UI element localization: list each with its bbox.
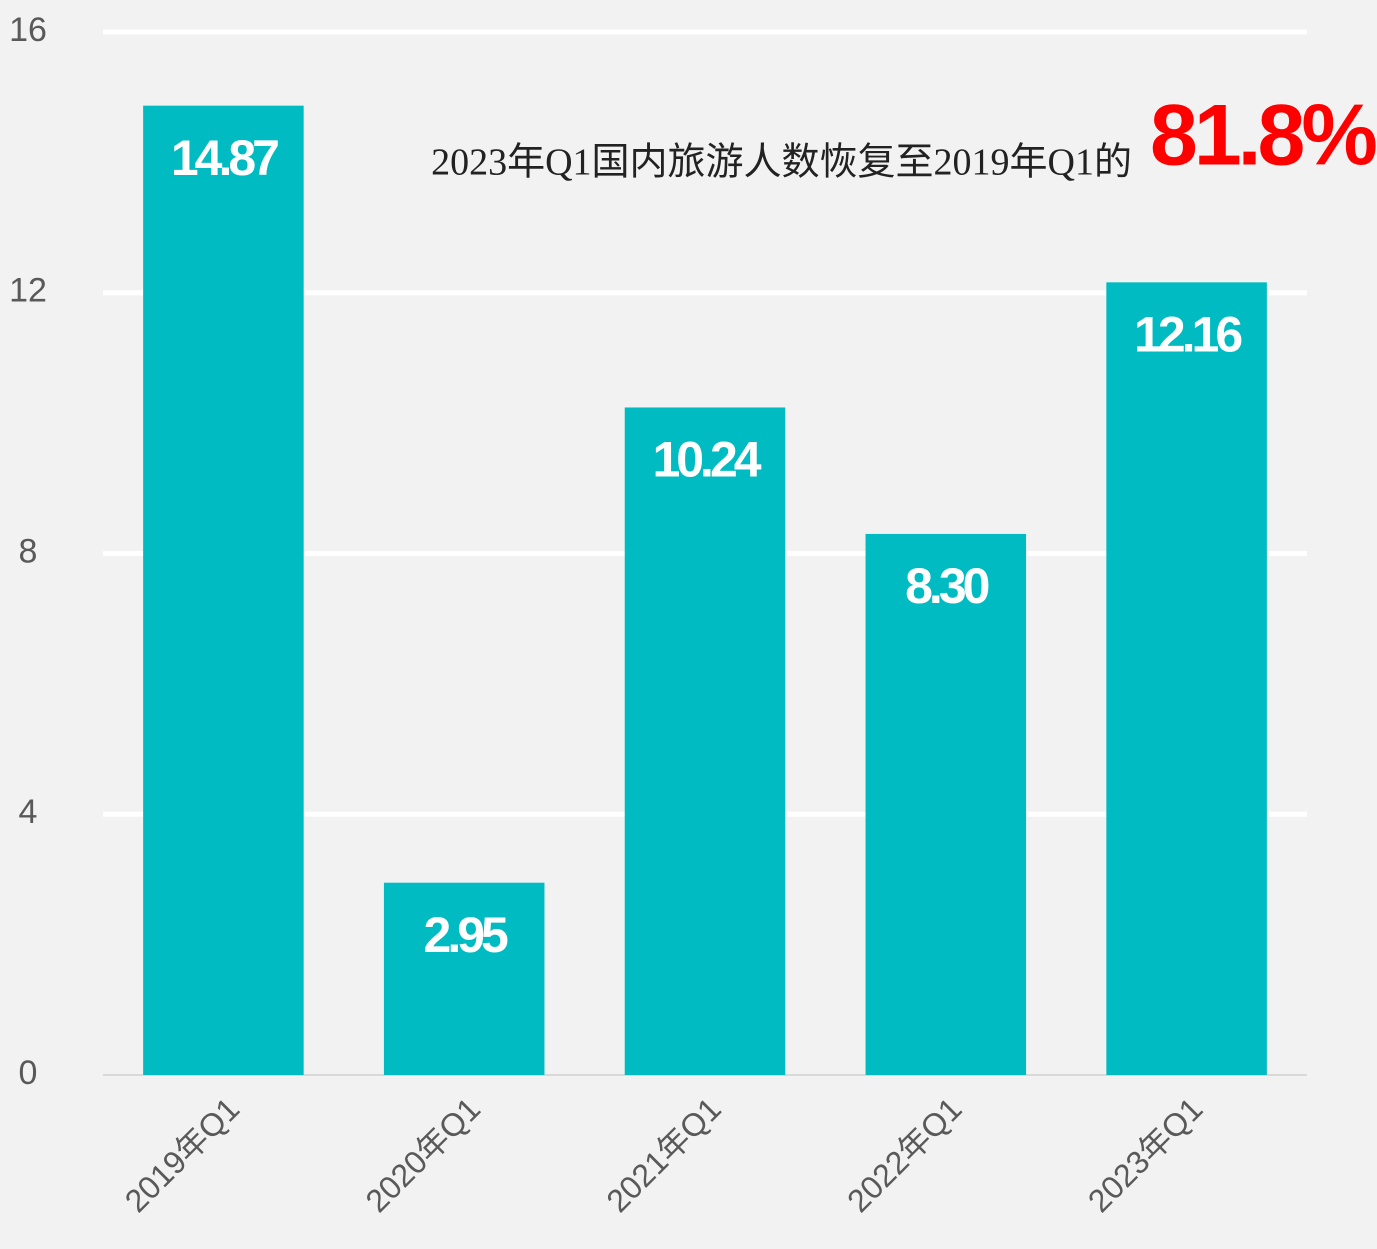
y-tick-label: 8 <box>19 532 38 570</box>
annotation: 2023年Q1国内旅游人数恢复至2019年Q1的 <box>431 142 1132 184</box>
y-tick-label: 12 <box>9 272 47 310</box>
bar <box>383 882 545 1075</box>
y-tick-label: 0 <box>19 1054 38 1092</box>
bar <box>1106 282 1267 1075</box>
annotation-highlight: 81.8% <box>1150 88 1376 184</box>
y-tick-label: 4 <box>19 793 38 831</box>
value-label: 2.95 <box>424 907 509 963</box>
value-label: 14.87 <box>171 130 278 186</box>
y-tick-label: 16 <box>9 11 47 49</box>
bar <box>624 407 786 1076</box>
value-label: 10.24 <box>652 432 761 488</box>
value-label: 8.30 <box>905 558 989 614</box>
bar <box>143 105 304 1076</box>
value-label: 12.16 <box>1134 307 1241 363</box>
bar <box>865 533 1027 1075</box>
